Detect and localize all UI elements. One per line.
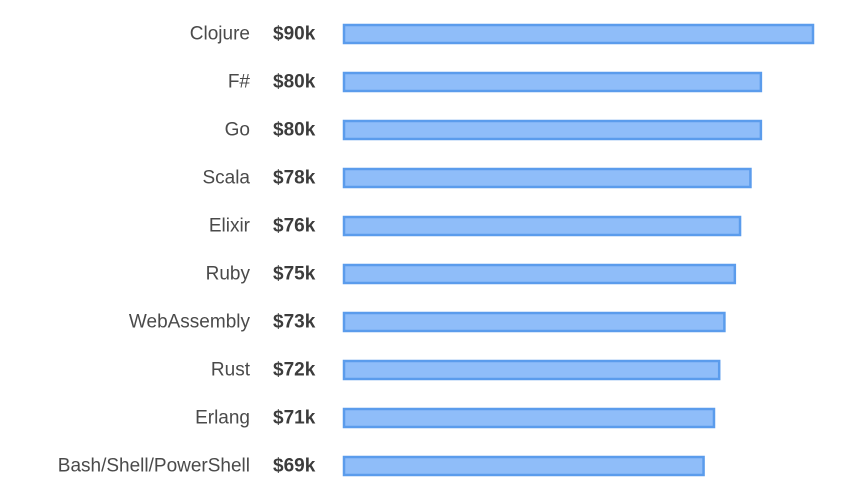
bar-row: Ruby $75k: [206, 263, 737, 285]
category-label: Rust: [211, 360, 251, 381]
category-label: Ruby: [206, 264, 251, 285]
category-label: Clojure: [190, 24, 250, 45]
category-label: Scala: [202, 168, 250, 189]
bar-row: Scala $78k: [202, 167, 752, 189]
value-label: $76k: [273, 216, 316, 237]
value-label: $71k: [273, 408, 316, 429]
category-label: Bash/Shell/PowerShell: [58, 456, 250, 477]
category-label: Erlang: [195, 408, 250, 429]
value-label: $73k: [273, 312, 316, 333]
category-label: Go: [225, 120, 250, 141]
chart-rows: Clojure $90k F# $80k Go $80k Scala $78k Elixir $7…: [58, 23, 815, 477]
bar-row: Erlang $71k: [195, 407, 716, 429]
value-label: $75k: [273, 264, 316, 285]
bar-row: Clojure $90k: [190, 23, 815, 45]
bar-row: Go $80k: [225, 119, 763, 141]
bar: [342, 311, 726, 333]
bar-row: Bash/Shell/PowerShell $69k: [58, 455, 705, 477]
value-label: $69k: [273, 456, 316, 477]
bar: [342, 167, 752, 189]
bar: [342, 359, 721, 381]
bar: [342, 263, 737, 285]
bar: [342, 455, 705, 477]
bar: [342, 407, 716, 429]
category-label: F#: [228, 72, 251, 93]
category-label: WebAssembly: [129, 312, 251, 333]
bar-row: Elixir $76k: [209, 215, 742, 237]
value-label: $78k: [273, 168, 316, 189]
bar: [342, 23, 815, 45]
bar: [342, 71, 763, 93]
bar-row: Rust $72k: [211, 359, 721, 381]
category-label: Elixir: [209, 216, 251, 237]
value-label: $80k: [273, 72, 316, 93]
value-label: $72k: [273, 360, 316, 381]
bar-row: F# $80k: [228, 71, 763, 93]
bar: [342, 215, 742, 237]
bar-row: WebAssembly $73k: [129, 311, 726, 333]
value-label: $80k: [273, 120, 316, 141]
value-label: $90k: [273, 24, 316, 45]
bar: [342, 119, 763, 141]
